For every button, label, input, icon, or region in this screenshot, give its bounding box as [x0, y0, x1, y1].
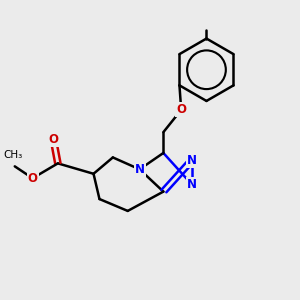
Text: O: O	[176, 103, 186, 116]
Text: N: N	[187, 178, 196, 191]
Text: N: N	[187, 154, 196, 167]
Text: N: N	[135, 163, 145, 176]
Text: O: O	[28, 172, 38, 185]
Text: O: O	[48, 133, 59, 146]
Text: CH₃: CH₃	[4, 150, 23, 160]
